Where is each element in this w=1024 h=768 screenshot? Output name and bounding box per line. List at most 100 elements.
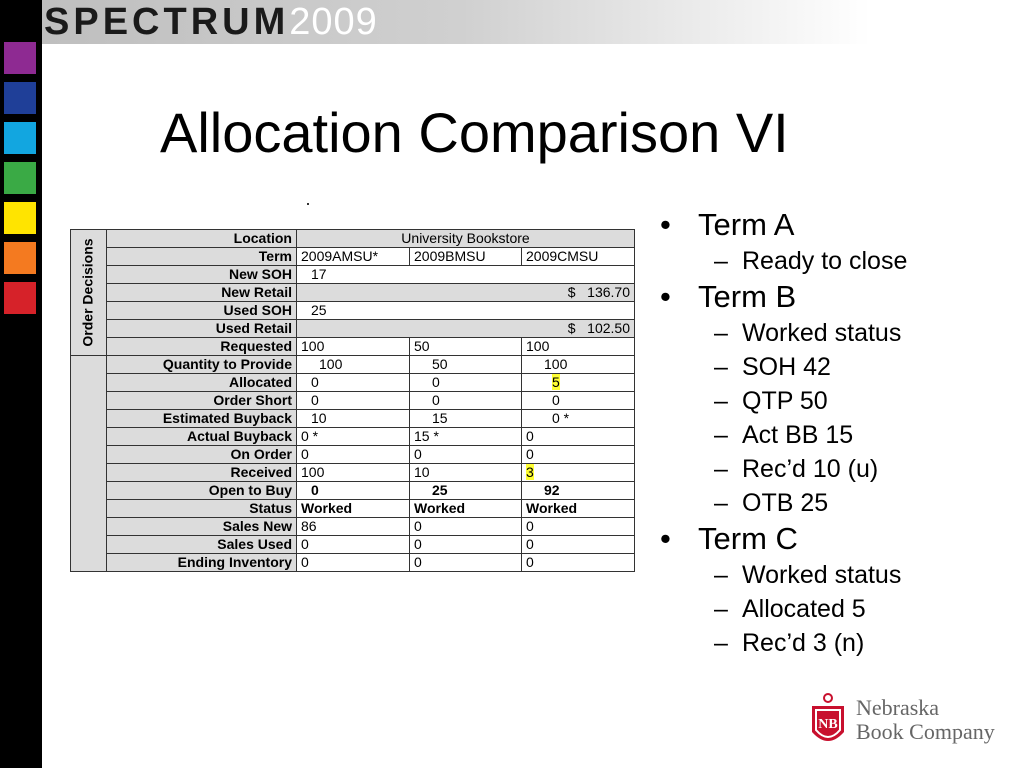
cyan-square — [4, 122, 36, 154]
cell: Worked — [521, 499, 635, 518]
row-label: Sales New — [106, 517, 297, 536]
orange-square — [4, 242, 36, 274]
table-row: Sales New 86 0 0 — [71, 517, 635, 536]
row-label: Used SOH — [106, 301, 297, 320]
cell: 100 — [296, 337, 410, 356]
used-soh-value: 25 — [296, 301, 635, 320]
cell: 3 — [521, 463, 635, 482]
table-row: Requested 100 50 100 — [71, 337, 635, 356]
table-row: Status Worked Worked Worked — [71, 499, 635, 518]
cell: 0 — [521, 445, 635, 464]
highlighted-value: 5 — [552, 374, 560, 390]
cell: 10 — [409, 463, 522, 482]
table-row: Order Short 0 0 0 — [71, 391, 635, 410]
bullet-term-b: Term B — [660, 278, 1020, 316]
nbc-emblem-icon: NB — [812, 693, 844, 741]
term-c-cell: 2009CMSU — [521, 247, 635, 266]
purple-square — [4, 42, 36, 74]
table-row: Actual Buyback 0 * 15 * 0 — [71, 427, 635, 446]
cell: 92 — [521, 481, 635, 500]
header-banner: SPECTRUM2009 — [0, 0, 1024, 44]
row-label: On Order — [106, 445, 297, 464]
used-retail-value: $ 102.50 — [296, 319, 635, 338]
cell: 100 — [296, 355, 410, 374]
cell: 50 — [409, 337, 522, 356]
row-label: Received — [106, 463, 297, 482]
cell: 0 — [296, 373, 410, 392]
row-label: New Retail — [106, 283, 297, 302]
table-row: Estimated Buyback 10 15 0 * — [71, 409, 635, 428]
table-row: Order Decisions Location University Book… — [70, 229, 635, 356]
cell: 0 — [296, 553, 410, 572]
cell: 0 — [521, 535, 635, 554]
cell: 100 — [296, 463, 410, 482]
left-color-bar — [0, 0, 42, 768]
term-b-cell: 2009BMSU — [409, 247, 522, 266]
new-retail-value: $ 136.70 — [296, 283, 635, 302]
row-label: Estimated Buyback — [106, 409, 297, 428]
row-label: Order Short — [106, 391, 297, 410]
term-a-cell: 2009AMSU* — [296, 247, 410, 266]
new-soh-value: 17 — [296, 265, 635, 284]
cell: 0 — [409, 373, 522, 392]
bullet-term-a: Term A — [660, 206, 1020, 244]
results-side-cell — [70, 355, 107, 572]
sub-bullet: Rec’d 3 (n) — [660, 626, 1020, 660]
stray-dot — [307, 203, 309, 205]
table-row: Sales Used 0 0 0 — [71, 535, 635, 554]
table-row: Open to Buy 0 25 92 — [71, 481, 635, 500]
sub-bullet: SOH 42 — [660, 350, 1020, 384]
cell: 0 — [296, 535, 410, 554]
row-label: Actual Buyback — [106, 427, 297, 446]
sub-bullet: Allocated 5 — [660, 592, 1020, 626]
cell: 0 * — [296, 427, 410, 446]
table-row: Received 100 10 3 — [71, 463, 635, 482]
bullet-term-c: Term C — [660, 520, 1020, 558]
highlighted-value: 3 — [526, 464, 534, 480]
nebraska-book-company-logo: NB Nebraska Book Company — [808, 692, 1008, 752]
cell: 15 * — [409, 427, 522, 446]
yellow-square — [4, 202, 36, 234]
sub-bullet: Worked status — [660, 558, 1020, 592]
sub-bullet: Worked status — [660, 316, 1020, 350]
row-label: Status — [106, 499, 297, 518]
cell: 0 — [521, 427, 635, 446]
sub-bullet: Rec’d 10 (u) — [660, 452, 1020, 486]
row-label: New SOH — [106, 265, 297, 284]
table-row: On Order 0 0 0 — [71, 445, 635, 464]
cell: 0 * — [521, 409, 635, 428]
svg-text:NB: NB — [818, 717, 837, 732]
logo-line-1: Nebraska — [856, 695, 940, 720]
row-label: Sales Used — [106, 535, 297, 554]
spectrum-logo: SPECTRUM2009 — [44, 1, 378, 43]
cell: 10 — [296, 409, 410, 428]
sub-bullet: Ready to close — [660, 244, 1020, 278]
sub-bullet: OTB 25 — [660, 486, 1020, 520]
row-label: Allocated — [106, 373, 297, 392]
blue-square — [4, 82, 36, 114]
cell: 0 — [296, 445, 410, 464]
slide-title: Allocation Comparison VI — [160, 101, 789, 164]
row-label: Requested — [106, 337, 297, 356]
row-label: Term — [106, 247, 297, 266]
table-row: Ending Inventory 0 0 0 — [71, 553, 635, 572]
table-row: Term 2009AMSU* 2009BMSU 2009CMSU — [71, 247, 635, 266]
cell: 50 — [409, 355, 522, 374]
row-label: Ending Inventory — [106, 553, 297, 572]
sub-bullet: QTP 50 — [660, 384, 1020, 418]
cell: 0 — [521, 517, 635, 536]
row-label: Open to Buy — [106, 481, 297, 500]
table-row: Used SOH 25 — [71, 301, 635, 320]
cell: 0 — [409, 535, 522, 554]
red-square — [4, 282, 36, 314]
order-decisions-label: Order Decisions — [70, 229, 107, 356]
table-row: Allocated 0 0 5 — [71, 373, 635, 392]
cell: 15 — [409, 409, 522, 428]
row-label: Location — [106, 229, 297, 248]
logo-line-2: Book Company — [856, 719, 995, 744]
cell: 100 — [521, 337, 635, 356]
cell: 0 — [521, 553, 635, 572]
cell: 100 — [521, 355, 635, 374]
cell: 0 — [409, 391, 522, 410]
cell: 25 — [409, 481, 522, 500]
